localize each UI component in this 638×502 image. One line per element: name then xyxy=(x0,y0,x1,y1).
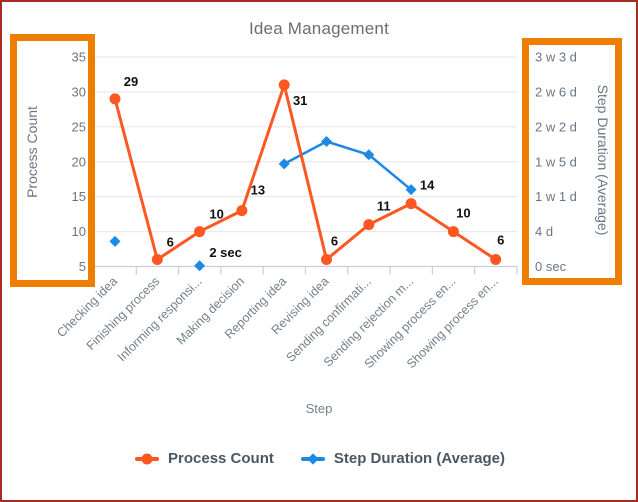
right-axis-tick-label: 2 w 6 d xyxy=(535,84,577,99)
left-axis-tick-label: 10 xyxy=(72,224,86,239)
right-axis-tick-label: 3 w 3 d xyxy=(535,50,577,65)
process-count-data-label: 11 xyxy=(377,199,391,214)
legend-label-step-duration: Step Duration (Average) xyxy=(333,450,505,467)
diamond-line-icon xyxy=(300,452,325,465)
process-count-data-label: 13 xyxy=(251,183,265,198)
process-count-point[interactable] xyxy=(236,205,248,217)
process-count-point[interactable] xyxy=(490,254,502,266)
step-duration-point[interactable] xyxy=(363,149,375,161)
step-duration-point[interactable] xyxy=(109,235,121,247)
x-axis-category-label: Finishing process xyxy=(84,274,163,353)
legend-label-process-count: Process Count xyxy=(168,450,274,467)
process-count-point[interactable] xyxy=(363,219,375,231)
process-count-data-label: 6 xyxy=(167,235,174,250)
circle-line-icon xyxy=(135,453,159,464)
left-axis-tick-label: 35 xyxy=(72,50,86,65)
step-duration-data-label: 2 sec xyxy=(209,245,242,260)
process-count-data-label: 14 xyxy=(420,178,435,193)
step-duration-point[interactable] xyxy=(278,158,290,170)
process-count-data-label: 6 xyxy=(331,234,338,249)
legend: Process Count Step Duration (Average) xyxy=(135,450,505,467)
left-axis-tick-label: 25 xyxy=(72,119,86,134)
step-duration-point[interactable] xyxy=(321,135,332,147)
step-duration-point[interactable] xyxy=(405,184,417,196)
right-axis-tick-label: 0 sec xyxy=(535,259,567,274)
process-count-data-label: 10 xyxy=(456,206,470,221)
process-count-point[interactable] xyxy=(194,226,206,238)
right-axis-tick-label: 1 w 1 d xyxy=(535,189,577,204)
right-axis-tick-label: 1 w 5 d xyxy=(535,154,577,169)
process-count-data-label: 29 xyxy=(124,74,138,89)
left-axis-title: Process Count xyxy=(24,106,40,198)
process-count-point[interactable] xyxy=(151,254,163,266)
left-axis-tick-label: 15 xyxy=(72,189,86,204)
chart-title: Idea Management xyxy=(248,19,390,38)
right-axis-tick-label: 2 w 2 d xyxy=(535,119,577,134)
step-duration-point[interactable] xyxy=(194,260,206,272)
process-count-point[interactable] xyxy=(321,254,332,266)
legend-item-step-duration[interactable]: Step Duration (Average) xyxy=(300,450,505,467)
left-axis-tick-label: 20 xyxy=(72,154,86,169)
process-count-point[interactable] xyxy=(447,226,459,238)
x-axis-title: Step xyxy=(305,401,333,416)
process-count-point[interactable] xyxy=(278,79,290,91)
process-count-point[interactable] xyxy=(109,93,121,105)
legend-item-process-count[interactable]: Process Count xyxy=(135,450,274,467)
step-duration-line xyxy=(282,140,413,191)
process-count-data-label: 10 xyxy=(209,207,223,222)
process-count-data-label: 6 xyxy=(497,233,504,248)
left-axis-tick-label: 30 xyxy=(72,84,86,99)
right-axis-title: Step Duration (Average) xyxy=(595,85,611,236)
left-axis-tick-label: 5 xyxy=(79,259,86,274)
process-count-point[interactable] xyxy=(405,198,417,210)
process-count-line xyxy=(113,83,498,262)
process-count-data-label: 31 xyxy=(293,93,307,108)
right-axis-tick-label: 4 d xyxy=(535,224,553,239)
